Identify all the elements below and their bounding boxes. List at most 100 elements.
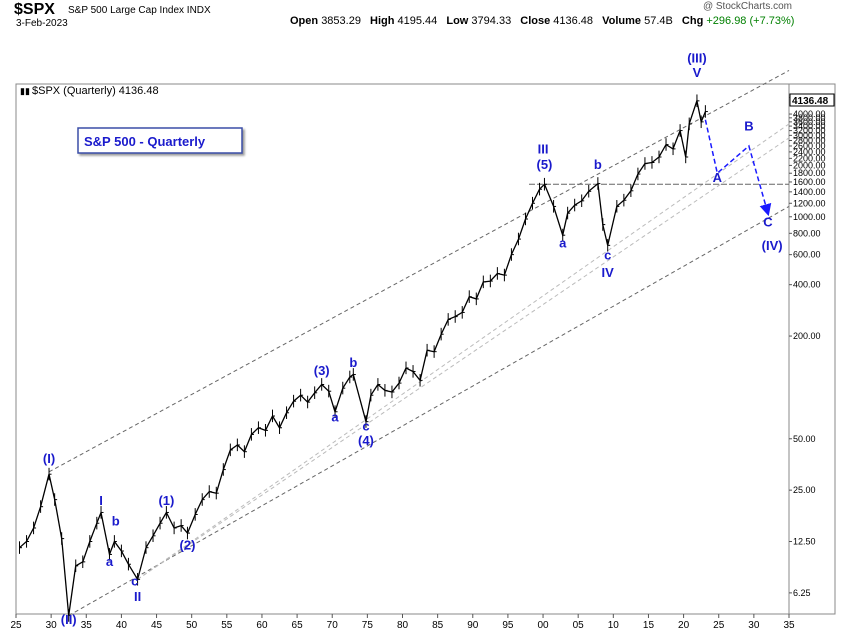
x-tick-label: 65: [292, 620, 304, 631]
legend-icon: ▮▮: [20, 86, 30, 96]
y-tick-label: 3600.00: [793, 117, 826, 127]
volume-label: Volume: [602, 15, 642, 27]
title-box: S&P 500 - Quarterly: [77, 127, 243, 154]
wave-label: (II): [61, 612, 77, 627]
projection-arrow: [704, 119, 772, 217]
x-tick-label: 40: [116, 620, 128, 631]
y-tick-label: 1600.00: [793, 177, 826, 187]
y-tick-label: 4000.00: [793, 109, 826, 119]
y-tick-label: 2000.00: [793, 160, 826, 170]
chart-legend: ▮▮ $SPX (Quarterly) 4136.48: [20, 85, 159, 97]
support-line-2: [137, 137, 790, 580]
y-tick-label: 2200.00: [793, 153, 826, 163]
y-axis-frame: [788, 83, 836, 615]
wave-label: c: [362, 418, 369, 433]
y-tick-label: 3800.00: [793, 113, 826, 123]
y-tick-label: 1200.00: [793, 198, 826, 208]
wave-label: II: [134, 589, 141, 604]
x-tick-label: 20: [678, 620, 690, 631]
wave-label: IV: [602, 265, 615, 280]
chg-value: +296.98 (+7.73%): [706, 15, 795, 27]
y-tick-label: 2400.00: [793, 147, 826, 157]
y-tick-label: 400.00: [793, 280, 821, 290]
y-tick-label: 600.00: [793, 250, 821, 260]
high-label: High: [370, 15, 395, 27]
price-stats: Open 3853.29 High 4195.44 Low 3794.33 Cl…: [290, 15, 794, 27]
wave-label: I: [99, 493, 103, 508]
chart-date: 3-Feb-2023: [16, 18, 68, 29]
low-value: 3794.33: [471, 15, 512, 27]
wave-label: (4): [358, 433, 374, 448]
x-tick-label: 50: [186, 620, 198, 631]
wave-label: (IV): [762, 238, 783, 253]
y-tick-label: 1800.00: [793, 168, 826, 178]
y-tick-label: 3000.00: [793, 130, 826, 140]
exchange: INDX: [186, 5, 211, 16]
close-value: 4136.48: [553, 15, 594, 27]
wave-label: C: [763, 214, 773, 229]
x-tick-label: 30: [46, 620, 58, 631]
x-tick-label: 00: [537, 620, 549, 631]
y-tick-label: 6.25: [793, 588, 811, 598]
wave-label: b: [112, 514, 120, 529]
upper-channel: [48, 70, 790, 473]
wave-label: c: [604, 248, 611, 263]
index-name: S&P 500 Large Cap Index INDX: [68, 5, 211, 16]
wave-label: a: [331, 410, 339, 425]
x-tick-label: 25: [713, 620, 725, 631]
x-tick-label: 70: [327, 620, 339, 631]
y-tick-label: 3400.00: [793, 121, 826, 131]
chart-title: S&P 500 - Quarterly: [84, 134, 206, 149]
plot-frame: [15, 83, 790, 615]
close-label: Close: [520, 15, 551, 27]
wave-label: (2): [180, 538, 196, 553]
volume-value: 57.4B: [644, 15, 673, 27]
wave-label: b: [594, 157, 602, 172]
open-label: Open: [290, 15, 319, 27]
x-tick-label: 55: [221, 620, 233, 631]
wave-label: (I): [43, 451, 55, 466]
lower-channel: [68, 205, 790, 617]
wave-label: B: [744, 119, 753, 134]
x-tick-label: 05: [573, 620, 585, 631]
wave-label: A: [713, 170, 723, 185]
y-tick-label: 2600.00: [793, 141, 826, 151]
current-price-label: 4136.48: [792, 96, 829, 107]
x-tick-label: 15: [643, 620, 655, 631]
x-tick-label: 90: [467, 620, 479, 631]
x-tick-label: 35: [81, 620, 93, 631]
wave-label: III: [538, 141, 549, 156]
wave-label: (5): [537, 157, 553, 172]
x-tick-label: 85: [432, 620, 444, 631]
low-label: Low: [446, 15, 469, 27]
y-tick-label: 50.00: [793, 434, 816, 444]
y-tick-label: 25.00: [793, 485, 816, 495]
wave-label: c: [131, 574, 138, 589]
high-value: 4195.44: [397, 15, 438, 27]
y-tick-label: 1400.00: [793, 187, 826, 197]
stockcharts-logo[interactable]: @ StockCharts.com: [702, 1, 792, 12]
x-tick-label: 30: [748, 620, 760, 631]
wave-label: b: [349, 355, 357, 370]
symbol: $SPX: [14, 1, 55, 18]
wave-label: (1): [158, 493, 174, 508]
y-tick-label: 1000.00: [793, 212, 826, 222]
y-tick-label: 800.00: [793, 228, 821, 238]
x-tick-label: 95: [502, 620, 514, 631]
x-tick-label: 10: [608, 620, 620, 631]
x-tick-label: 80: [397, 620, 409, 631]
y-tick-label: 12.50: [793, 537, 816, 547]
wave-label: a: [559, 236, 567, 251]
open-value: 3853.29: [321, 15, 361, 27]
wave-label: (3): [314, 363, 330, 378]
legend-text: $SPX (Quarterly) 4136.48: [32, 85, 159, 97]
x-tick-label: 35: [783, 620, 795, 631]
x-tick-label: 45: [151, 620, 163, 631]
x-tick-label: 25: [10, 620, 22, 631]
y-tick-label: 200.00: [793, 331, 821, 341]
index-title: S&P 500 Large Cap Index: [68, 5, 185, 16]
wave-label: (III): [687, 51, 707, 66]
y-tick-label: 3200.00: [793, 126, 826, 136]
wave-label: a: [106, 554, 114, 569]
